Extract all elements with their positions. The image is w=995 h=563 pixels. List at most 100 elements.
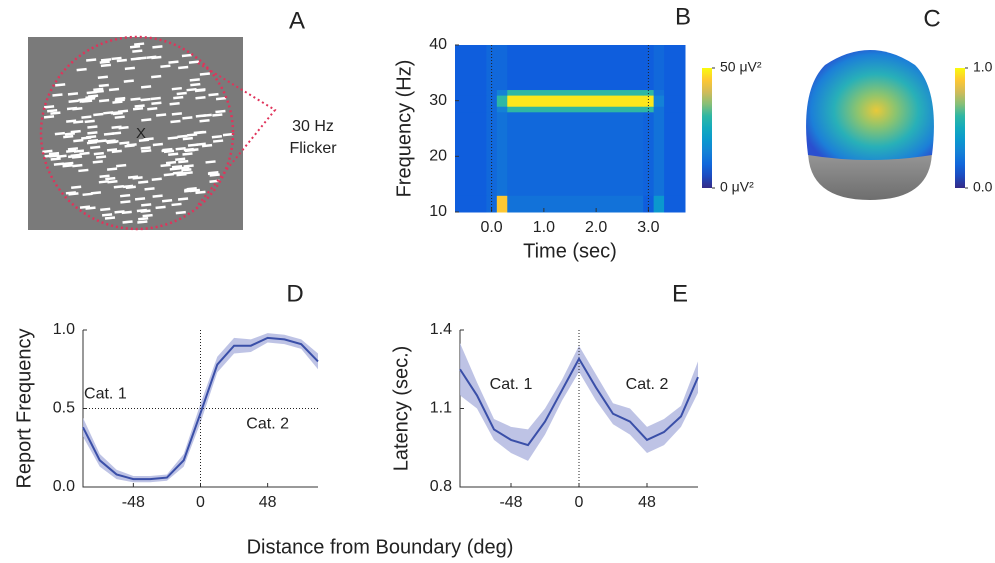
stimulus-dash [73,120,84,124]
stimulus-dash [48,151,60,156]
y-tick-label: 40 [429,36,447,53]
heatmap-cell [653,106,665,113]
stimulus-dash [138,180,149,184]
stimulus-dash [176,91,187,96]
colorbar-label: 0.0 [973,179,993,195]
stimulus-dash [72,163,83,168]
stimulus-dash [67,92,79,96]
stimulus-dash [84,119,95,124]
heatmap-cell [496,95,508,107]
stimulus-dash [195,142,206,146]
stimulus-dash [86,140,98,145]
panel-letter: D [286,280,303,307]
heatmap-cell [486,195,498,213]
stimulus-dash [160,163,171,168]
heatmap-cell [653,195,665,213]
colorbar-label: 50 μV² [720,59,762,75]
stimulus-dash [151,177,162,181]
stimulus-dash [205,160,216,164]
stimulus-dash [96,139,107,143]
stimulus-dash [111,125,122,129]
stimulus-dash [42,149,53,154]
stimulus-dash [141,203,152,207]
stimulus-dash [64,132,76,136]
stimulus-dash [98,83,109,88]
panel-letter: C [923,5,940,32]
stimulus-dash [76,67,87,72]
stimulus-dash [106,140,117,144]
stimulus-dash [152,45,163,49]
stimulus-dash [184,189,195,193]
stimulus-dash [121,210,132,215]
stimulus-dash [122,184,134,189]
stimulus-dash [103,111,114,115]
stimulus-dash [152,194,163,198]
stimulus-dash [120,200,131,204]
y-tick-label: 1.0 [53,321,75,338]
stimulus-dash [66,119,77,123]
stimulus-dash [215,109,226,114]
stimulus-dash [87,131,98,135]
stimulus-dash [195,190,206,195]
y-tick-label: 1.4 [430,321,452,338]
heatmap-cell [653,111,665,196]
annotation: Flicker [289,140,337,157]
stimulus-dash [182,152,193,156]
stimulus-dash [160,64,171,68]
y-axis-label: Latency (sec.) [390,346,412,472]
heatmap-cell [455,195,487,213]
stimulus-dash [70,129,81,134]
stimulus-dash [208,171,219,175]
panel-letter: B [675,3,691,30]
stimulus-dash [138,217,149,221]
flicker-aperture [39,35,235,231]
error-band [83,333,318,483]
stimulus-dash [63,134,74,139]
stimulus-dash [50,111,61,115]
stimulus-dash [151,74,162,79]
stimulus-dash [82,192,93,197]
stimulus-dash [152,142,163,147]
stimulus-dash [99,60,110,64]
stimulus-dash [199,119,210,123]
stimulus-dash [47,109,58,113]
stimulus-dash [104,216,116,220]
stimulus-dash [137,220,148,224]
stimulus-dash [68,99,79,104]
annotation: Cat. 1 [490,376,533,393]
stimulus-dash [111,56,122,61]
y-tick-label: 1.1 [430,400,452,417]
stimulus-dash [140,85,152,89]
stimulus-dash [122,220,133,224]
stimulus-dash [68,192,79,196]
stimulus-dash [177,134,188,139]
stimulus-dash [103,132,115,136]
heatmap-cell [507,45,644,91]
stimulus-dash [92,160,103,164]
stimulus-dash [146,55,157,60]
stimulus-dash [190,82,201,87]
stimulus-dash [155,205,166,210]
heatmap-cell [507,95,644,107]
heatmap-cell [653,45,665,91]
stimulus-dash [193,130,204,135]
stimulus-dash [87,125,98,129]
stimulus-dash [52,93,63,97]
stimulus-dash [119,141,130,145]
stimulus-dash [183,147,194,152]
heatmap-cell [643,95,655,107]
stimulus-dash [132,176,143,180]
stimulus-dash [66,149,77,153]
heatmap-cell [455,95,487,107]
stimulus-dash [147,107,158,111]
y-tick-label: 30 [429,92,447,109]
line [459,356,699,447]
stimulus-dash [169,102,180,106]
y-tick-label: 20 [429,148,447,165]
stimulus-dash [56,154,67,159]
stimulus-dash [215,96,227,101]
panel-letter: A [289,7,305,34]
stimulus-dash [127,175,139,179]
y-tick-label: 10 [429,203,447,220]
stimulus-dash [179,166,190,170]
